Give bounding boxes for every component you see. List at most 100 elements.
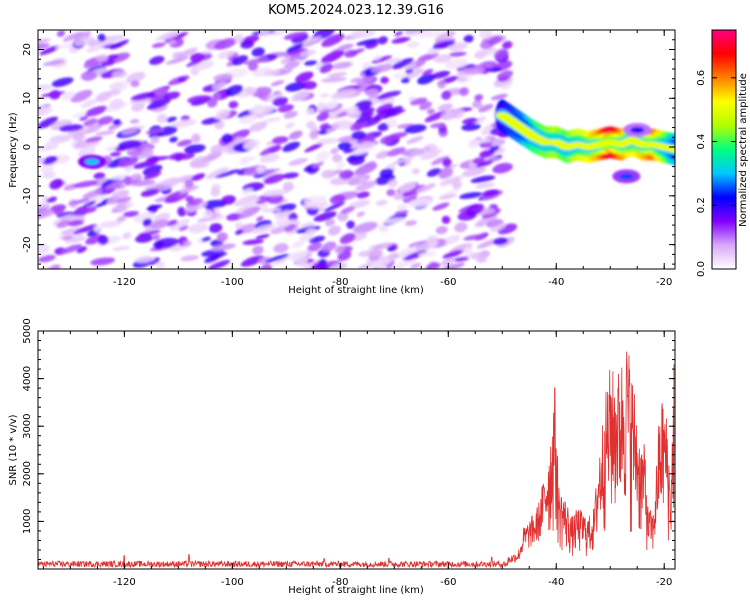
noise-blob — [146, 98, 171, 110]
noise-blob — [109, 98, 124, 109]
noise-blob — [444, 58, 469, 69]
noise-blob — [145, 128, 165, 135]
noise-blob — [442, 158, 452, 168]
noise-blob — [296, 49, 316, 59]
noise-blob — [348, 155, 365, 166]
noise-blob — [493, 48, 509, 60]
noise-blob — [146, 204, 163, 211]
noise-blob — [320, 50, 345, 64]
colorbar-tick-label: 0.2 — [696, 197, 707, 213]
noise-blob — [299, 233, 314, 242]
spectrogram-x-ticks: -120 -100 -80 -60 -40 -20 — [42, 30, 672, 288]
noise-blob — [151, 42, 166, 48]
noise-blob — [123, 210, 140, 218]
noise-blob — [265, 253, 290, 263]
noise-blob — [263, 69, 281, 77]
noise-blob — [197, 215, 222, 222]
noise-blob — [434, 31, 456, 43]
noise-blob — [262, 207, 282, 213]
noise-blob — [255, 233, 270, 240]
noise-blob — [337, 211, 349, 222]
noise-blob — [482, 189, 500, 197]
noise-blob — [169, 219, 190, 231]
colorbar-tick-label: 0.0 — [696, 261, 707, 277]
noise-blob — [80, 70, 97, 81]
noise-blob — [40, 162, 55, 173]
noise-blob — [400, 77, 410, 84]
noise-blob — [478, 30, 493, 39]
noise-blob — [475, 214, 498, 228]
noise-blob — [377, 122, 390, 132]
noise-blob — [104, 54, 119, 61]
snr-y-label: SNR (10 * v/v) — [8, 414, 19, 485]
noise-blob — [417, 73, 436, 85]
noise-blob — [221, 195, 236, 205]
noise-blob — [165, 116, 177, 123]
noise-blob — [109, 82, 124, 90]
noise-blob — [207, 259, 231, 269]
noise-blob — [406, 136, 424, 144]
noise-blob — [490, 93, 508, 101]
noise-blob — [169, 136, 178, 143]
noise-blob — [335, 162, 346, 170]
noise-blob — [408, 240, 431, 248]
noise-blob — [355, 115, 373, 123]
noise-blob — [459, 87, 469, 97]
noise-blob — [468, 139, 493, 144]
noise-blob — [214, 38, 237, 50]
noise-blob — [208, 223, 223, 233]
noise-blob — [234, 222, 243, 229]
noise-blob — [177, 206, 187, 217]
noise-blob — [440, 262, 465, 269]
noise-blob — [60, 244, 82, 254]
noise-blob — [184, 144, 206, 154]
noise-blob — [463, 34, 474, 43]
noise-blob — [141, 147, 154, 158]
noise-blob — [239, 156, 257, 162]
noise-blob — [105, 179, 126, 190]
noise-blob — [283, 31, 308, 40]
noise-blob — [93, 172, 106, 180]
noise-blob — [339, 233, 356, 245]
noise-blob — [202, 210, 214, 219]
noise-blob — [433, 54, 452, 63]
snr-panel: -120 -100 -80 -60 -40 -20 1000 2000 3000 4000 500… — [8, 318, 676, 596]
noise-blob — [140, 188, 161, 197]
noise-blob — [152, 234, 161, 241]
noise-blob — [437, 103, 453, 112]
noise-blob — [171, 119, 197, 128]
noise-blob — [404, 220, 417, 226]
noise-blob — [130, 92, 156, 101]
noise-blob — [435, 226, 448, 235]
noise-blob — [309, 130, 319, 140]
noise-blob — [125, 71, 146, 84]
noise-blob — [382, 217, 406, 224]
noise-blob — [320, 77, 347, 83]
noise-blob — [475, 182, 495, 189]
noise-blob — [269, 30, 285, 37]
noise-blob — [177, 77, 187, 83]
x-tick-label: -80 — [332, 277, 348, 288]
noise-blob — [426, 108, 435, 115]
noise-blob — [212, 81, 228, 90]
noise-blob — [238, 206, 261, 219]
noise-blob — [472, 100, 483, 109]
noise-blob — [347, 174, 371, 186]
noise-blob — [321, 169, 336, 179]
noise-blob — [311, 262, 325, 269]
noise-blob — [385, 132, 408, 140]
noise-blob — [392, 72, 407, 79]
noise-blob — [251, 224, 276, 234]
noise-blob — [437, 79, 446, 89]
noise-blob — [42, 156, 58, 165]
noise-blob — [319, 93, 330, 98]
snr-y-ticks: 1000 2000 3000 4000 5000 — [22, 318, 675, 560]
noise-blob — [283, 110, 298, 119]
x-tick-label: -120 — [113, 277, 136, 288]
noise-blob — [319, 63, 333, 74]
noise-blob — [426, 168, 442, 177]
noise-blob — [53, 206, 64, 216]
noise-blob — [189, 156, 209, 168]
noise-blob — [323, 201, 346, 212]
noise-blob — [38, 84, 51, 91]
